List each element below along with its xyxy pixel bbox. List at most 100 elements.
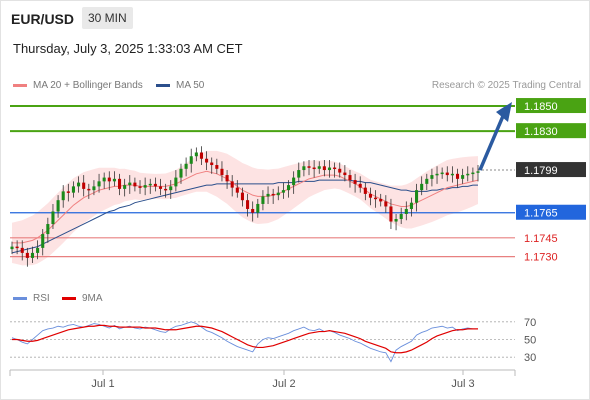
candle-body	[153, 183, 157, 187]
level-label-box-1.1850	[516, 98, 586, 114]
candle-body	[235, 187, 239, 193]
candle-body	[36, 247, 40, 253]
level-label-1.1850: 1.1850	[524, 101, 558, 113]
legend-9ma-label: 9MA	[82, 293, 103, 304]
candle-body	[450, 173, 454, 176]
level-label-1.1730: 1.1730	[524, 252, 558, 264]
candle-body	[112, 178, 116, 182]
pair-title: EUR/USD	[11, 11, 75, 27]
bollinger-band	[12, 150, 478, 266]
candle-body	[261, 196, 265, 204]
projection-arrow-shaft	[478, 115, 505, 171]
candle-body	[343, 172, 347, 176]
candle-body	[102, 177, 106, 182]
candle-body	[164, 188, 168, 191]
candle-body	[82, 182, 86, 189]
candle-body	[184, 163, 188, 169]
candle-body	[220, 168, 224, 176]
candle-body	[348, 175, 352, 181]
candle-body	[404, 208, 408, 214]
candle-body	[435, 173, 439, 176]
timeframe-badge[interactable]: 30 MIN	[82, 7, 133, 29]
rsi-tick-30: 30	[524, 352, 536, 364]
candle-body	[389, 206, 393, 222]
candle-body	[15, 246, 19, 249]
candle-body	[225, 175, 229, 182]
x-tick-label: Jul 1	[91, 378, 114, 390]
candle-body	[338, 168, 342, 173]
legend-rsi: RSI	[13, 293, 50, 304]
ma20-swatch	[13, 84, 27, 87]
candle-body	[10, 246, 14, 250]
candle-body	[25, 252, 29, 258]
candle-body	[123, 185, 127, 189]
candle-body	[107, 177, 111, 182]
candle-body	[51, 211, 55, 225]
candle-body	[440, 172, 444, 175]
level-label-box-1.1765	[516, 204, 586, 220]
candle-body	[461, 175, 465, 179]
candle-body	[302, 166, 306, 171]
candle-body	[256, 203, 260, 213]
legend-ma20: MA 20 + Bollinger Bands	[13, 80, 143, 91]
legend-rsi-label: RSI	[33, 293, 50, 304]
projection-arrow-head	[496, 102, 512, 123]
x-tick-label: Jul 2	[272, 378, 295, 390]
candle-body	[292, 177, 296, 186]
candle-body	[169, 186, 173, 191]
candle-body	[66, 191, 70, 193]
candle-body	[148, 183, 152, 186]
candle-body	[30, 252, 35, 258]
candle-body	[384, 201, 388, 207]
candle-body	[266, 193, 270, 197]
candle-body	[409, 202, 413, 209]
candle-body	[312, 167, 316, 170]
candle-body	[246, 200, 250, 209]
candle-body	[368, 193, 372, 198]
candle-body	[46, 224, 50, 235]
legend-ma50-label: MA 50	[176, 80, 205, 91]
candle-body	[138, 186, 142, 188]
candle-body	[297, 170, 301, 178]
candle-body	[399, 213, 403, 220]
candle-body	[205, 158, 209, 163]
candle-body	[476, 171, 480, 173]
candle-body	[71, 186, 75, 193]
level-label-box-1.1830	[516, 123, 586, 139]
rsi-series-9MA	[12, 324, 478, 354]
candle-body	[215, 165, 219, 169]
candle-body	[56, 200, 60, 212]
candle-body	[92, 186, 96, 191]
candle-body	[128, 182, 132, 186]
candle-body	[41, 234, 45, 248]
timestamp: Thursday, July 3, 2025 1:33:03 AM CET	[13, 41, 243, 56]
candle-body	[379, 198, 383, 202]
level-label-1.1830: 1.1830	[524, 126, 558, 138]
candle-body	[466, 173, 470, 176]
legend-9ma: 9MA	[62, 293, 103, 304]
ma20-line	[12, 170, 479, 244]
rsi-swatch	[13, 297, 27, 300]
candle-body	[358, 183, 362, 188]
candle-body	[394, 219, 398, 222]
legend-ma50: MA 50	[156, 80, 204, 91]
candle-body	[327, 167, 332, 171]
candle-body	[286, 185, 291, 191]
candle-body	[420, 183, 424, 191]
candle-body	[271, 193, 275, 196]
candle-body	[415, 190, 419, 203]
rsi-tick-50: 50	[524, 335, 536, 347]
candle-body	[276, 192, 280, 196]
candle-body	[251, 208, 255, 213]
candle-body	[281, 190, 285, 193]
candle-body	[143, 185, 147, 188]
rsi-series-RSI	[11, 321, 478, 363]
candle-body	[374, 197, 378, 200]
candle-body	[230, 181, 234, 188]
candle-body	[199, 152, 204, 159]
candle-body	[118, 178, 122, 189]
candle-body	[322, 166, 326, 171]
candle-body	[333, 167, 337, 170]
candle-body	[471, 172, 475, 175]
